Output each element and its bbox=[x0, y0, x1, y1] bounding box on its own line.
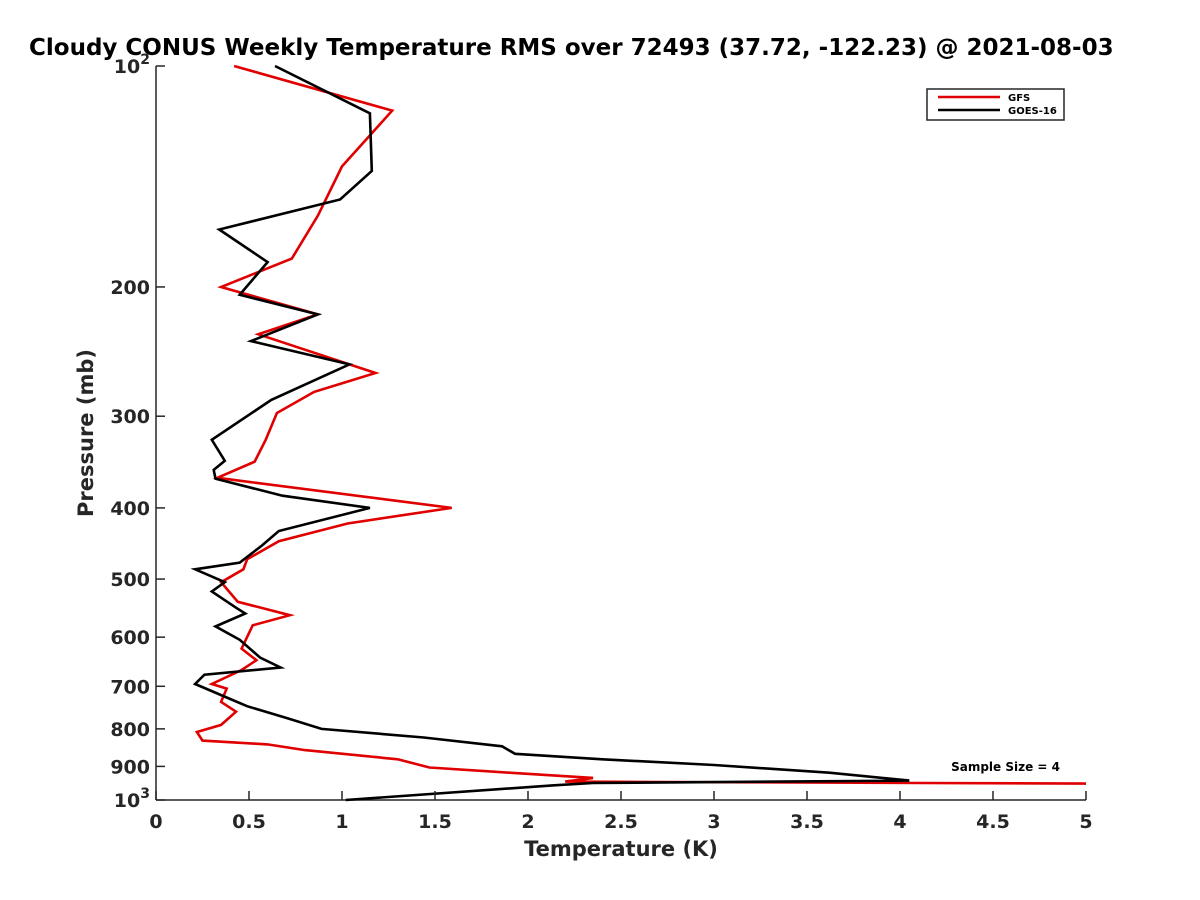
x-tick-label: 0.5 bbox=[232, 811, 266, 833]
y-axis-ticks: 102 200 300 400 500 600 700 800 900 103 bbox=[110, 52, 165, 812]
series-line-gfs bbox=[194, 64, 1087, 785]
y-tick-label: 900 bbox=[110, 756, 150, 778]
chart-legend: GFS GOES-16 bbox=[926, 88, 1065, 121]
plot-axes bbox=[155, 66, 1086, 801]
y-tick-label: 700 bbox=[110, 676, 150, 698]
legend-label: GOES-16 bbox=[1008, 106, 1057, 117]
y-axis-title: Pressure (mb) bbox=[74, 349, 98, 517]
series-layer bbox=[190, 64, 1087, 802]
sample-size-annotation: Sample Size = 4 bbox=[951, 760, 1060, 774]
x-axis-ticks: 0 0.5 1 1.5 2 2.5 3 3.5 4 4.5 5 bbox=[149, 791, 1093, 833]
x-tick-label: 4.5 bbox=[976, 811, 1010, 833]
x-axis-title: Temperature (K) bbox=[524, 837, 718, 861]
y-tick-label: 102 bbox=[114, 52, 150, 78]
y-tick-label: 400 bbox=[110, 498, 150, 520]
x-tick-label: 5 bbox=[1079, 811, 1092, 833]
y-tick-label: 600 bbox=[110, 627, 150, 649]
y-tick-label: 103 bbox=[114, 786, 150, 812]
x-tick-label: 0 bbox=[149, 811, 162, 833]
x-tick-label: 1.5 bbox=[418, 811, 452, 833]
x-tick-label: 4 bbox=[893, 811, 906, 833]
x-tick-label: 2 bbox=[521, 811, 534, 833]
x-tick-label: 2.5 bbox=[604, 811, 638, 833]
x-tick-label: 1 bbox=[335, 811, 348, 833]
y-tick-label: 300 bbox=[110, 406, 150, 428]
legend-label: GFS bbox=[1008, 93, 1030, 104]
y-tick-label: 500 bbox=[110, 569, 150, 591]
x-tick-label: 3.5 bbox=[790, 811, 824, 833]
series-line-goes16 bbox=[190, 64, 910, 802]
chart-title: Cloudy CONUS Weekly Temperature RMS over… bbox=[29, 35, 1114, 61]
x-tick-label: 3 bbox=[707, 811, 720, 833]
legend-box bbox=[926, 88, 1065, 121]
y-tick-label: 800 bbox=[110, 719, 150, 741]
y-tick-label: 200 bbox=[110, 277, 150, 299]
